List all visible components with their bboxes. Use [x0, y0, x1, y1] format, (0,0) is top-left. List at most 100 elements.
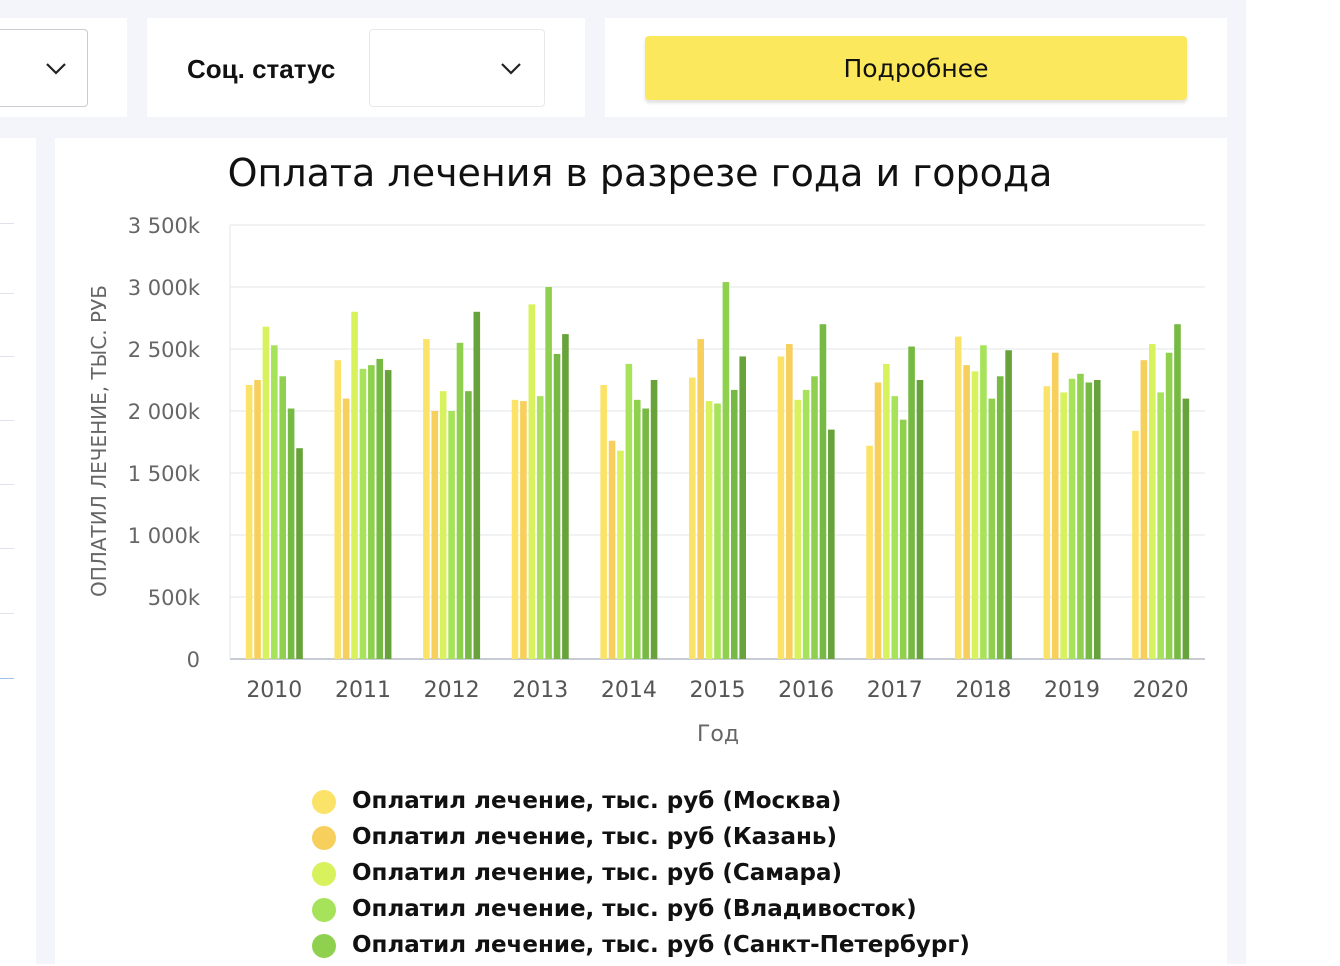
bar[interactable] — [1051, 352, 1059, 659]
bar[interactable] — [1043, 386, 1051, 659]
legend-label: Оплатил лечение, тыс. руб (Самара) — [352, 860, 843, 886]
bar[interactable] — [1085, 382, 1093, 659]
bar[interactable] — [908, 346, 915, 659]
filter-card-status: Соц. статус — [147, 18, 585, 117]
bar[interactable] — [1060, 392, 1067, 659]
bar[interactable] — [739, 356, 746, 659]
social-status-dropdown[interactable] — [369, 29, 545, 107]
left-panel-divider — [0, 223, 14, 224]
bar[interactable] — [874, 382, 882, 659]
bar[interactable] — [988, 398, 996, 659]
bar[interactable] — [828, 429, 835, 659]
bar[interactable] — [650, 380, 658, 659]
bar[interactable] — [705, 401, 713, 659]
left-panel-divider — [0, 484, 14, 485]
x-tick-label: 2016 — [778, 678, 834, 703]
bar[interactable] — [287, 408, 295, 659]
x-tick-label: 2015 — [690, 678, 746, 703]
bar[interactable] — [642, 408, 649, 659]
bar[interactable] — [528, 304, 536, 659]
bar[interactable] — [811, 376, 818, 659]
bar[interactable] — [359, 368, 367, 659]
bar[interactable] — [245, 384, 253, 659]
bar[interactable] — [996, 376, 1004, 659]
bar[interactable] — [384, 370, 392, 659]
bar[interactable] — [1148, 344, 1156, 659]
bar[interactable] — [625, 363, 633, 659]
bar[interactable] — [866, 445, 873, 659]
bar[interactable] — [1093, 380, 1101, 659]
bar[interactable] — [954, 336, 962, 659]
bar[interactable] — [1132, 430, 1139, 659]
x-axis-ticks: 2010 2011 2012 2013 2014 2015 2016 2017 2018 2019… — [246, 678, 1188, 703]
y-axis-ticks: 0 500k 1 000k 1 500k 2 000k 2 500k 3 000k 3 500… — [128, 214, 201, 672]
bar[interactable] — [473, 311, 481, 659]
x-axis-label: Год — [697, 722, 739, 747]
bar[interactable] — [689, 377, 696, 659]
bar[interactable] — [262, 326, 270, 659]
bar[interactable] — [819, 324, 827, 659]
bar[interactable] — [600, 384, 607, 659]
bar[interactable] — [714, 403, 721, 659]
y-tick-label: 3 000k — [128, 276, 201, 300]
bar[interactable] — [608, 440, 616, 659]
x-tick-label: 2012 — [424, 678, 480, 703]
bar[interactable] — [916, 380, 924, 659]
x-tick-label: 2013 — [512, 678, 568, 703]
bar[interactable] — [279, 376, 287, 659]
bar[interactable] — [786, 344, 793, 659]
bar[interactable] — [697, 339, 704, 659]
bar[interactable] — [334, 360, 342, 659]
bar[interactable] — [351, 311, 358, 659]
bar[interactable] — [456, 342, 464, 659]
bar[interactable] — [899, 419, 907, 659]
bar[interactable] — [448, 411, 455, 659]
bar[interactable] — [368, 365, 375, 659]
bar[interactable] — [1157, 392, 1164, 659]
bar[interactable] — [1165, 352, 1173, 659]
bar[interactable] — [536, 396, 544, 659]
bar[interactable] — [633, 399, 641, 659]
bar[interactable] — [1174, 324, 1181, 659]
bar[interactable] — [296, 448, 303, 659]
bar[interactable] — [553, 353, 561, 659]
bar[interactable] — [617, 450, 624, 659]
legend-dot-icon — [312, 934, 336, 958]
details-button[interactable]: Подробнее — [645, 36, 1187, 100]
legend-label: Оплатил лечение, тыс. руб (Санкт-Петербу… — [352, 932, 970, 958]
bar[interactable] — [423, 339, 430, 659]
bar[interactable] — [731, 389, 738, 659]
bar[interactable] — [439, 391, 447, 659]
bar[interactable] — [545, 287, 552, 659]
left-filter-dropdown[interactable] — [0, 29, 88, 107]
x-tick-label: 2010 — [246, 678, 302, 703]
bar[interactable] — [1068, 378, 1076, 659]
bar[interactable] — [465, 391, 472, 659]
bar[interactable] — [794, 399, 802, 659]
bar[interactable] — [1005, 350, 1012, 659]
y-tick-label: 500k — [148, 586, 201, 610]
bar[interactable] — [431, 411, 439, 659]
bar[interactable] — [1140, 360, 1148, 659]
bar[interactable] — [271, 345, 278, 659]
x-tick-label: 2018 — [955, 678, 1011, 703]
bar[interactable] — [971, 371, 979, 659]
bar[interactable] — [891, 396, 899, 659]
bar[interactable] — [520, 401, 527, 659]
bar[interactable] — [1182, 398, 1190, 659]
bar[interactable] — [342, 398, 350, 659]
bar[interactable] — [511, 399, 519, 659]
bar[interactable] — [722, 282, 730, 659]
bar[interactable] — [802, 389, 810, 659]
bar[interactable] — [1077, 373, 1084, 659]
left-panel — [0, 138, 36, 964]
bar[interactable] — [777, 356, 785, 659]
bar[interactable] — [963, 365, 970, 659]
bar[interactable] — [883, 363, 890, 659]
bar[interactable] — [562, 334, 569, 659]
chart-bars — [245, 282, 1190, 659]
bar[interactable] — [376, 358, 384, 659]
bar[interactable] — [254, 380, 261, 659]
bar[interactable] — [980, 345, 987, 659]
left-panel-divider — [0, 420, 14, 421]
